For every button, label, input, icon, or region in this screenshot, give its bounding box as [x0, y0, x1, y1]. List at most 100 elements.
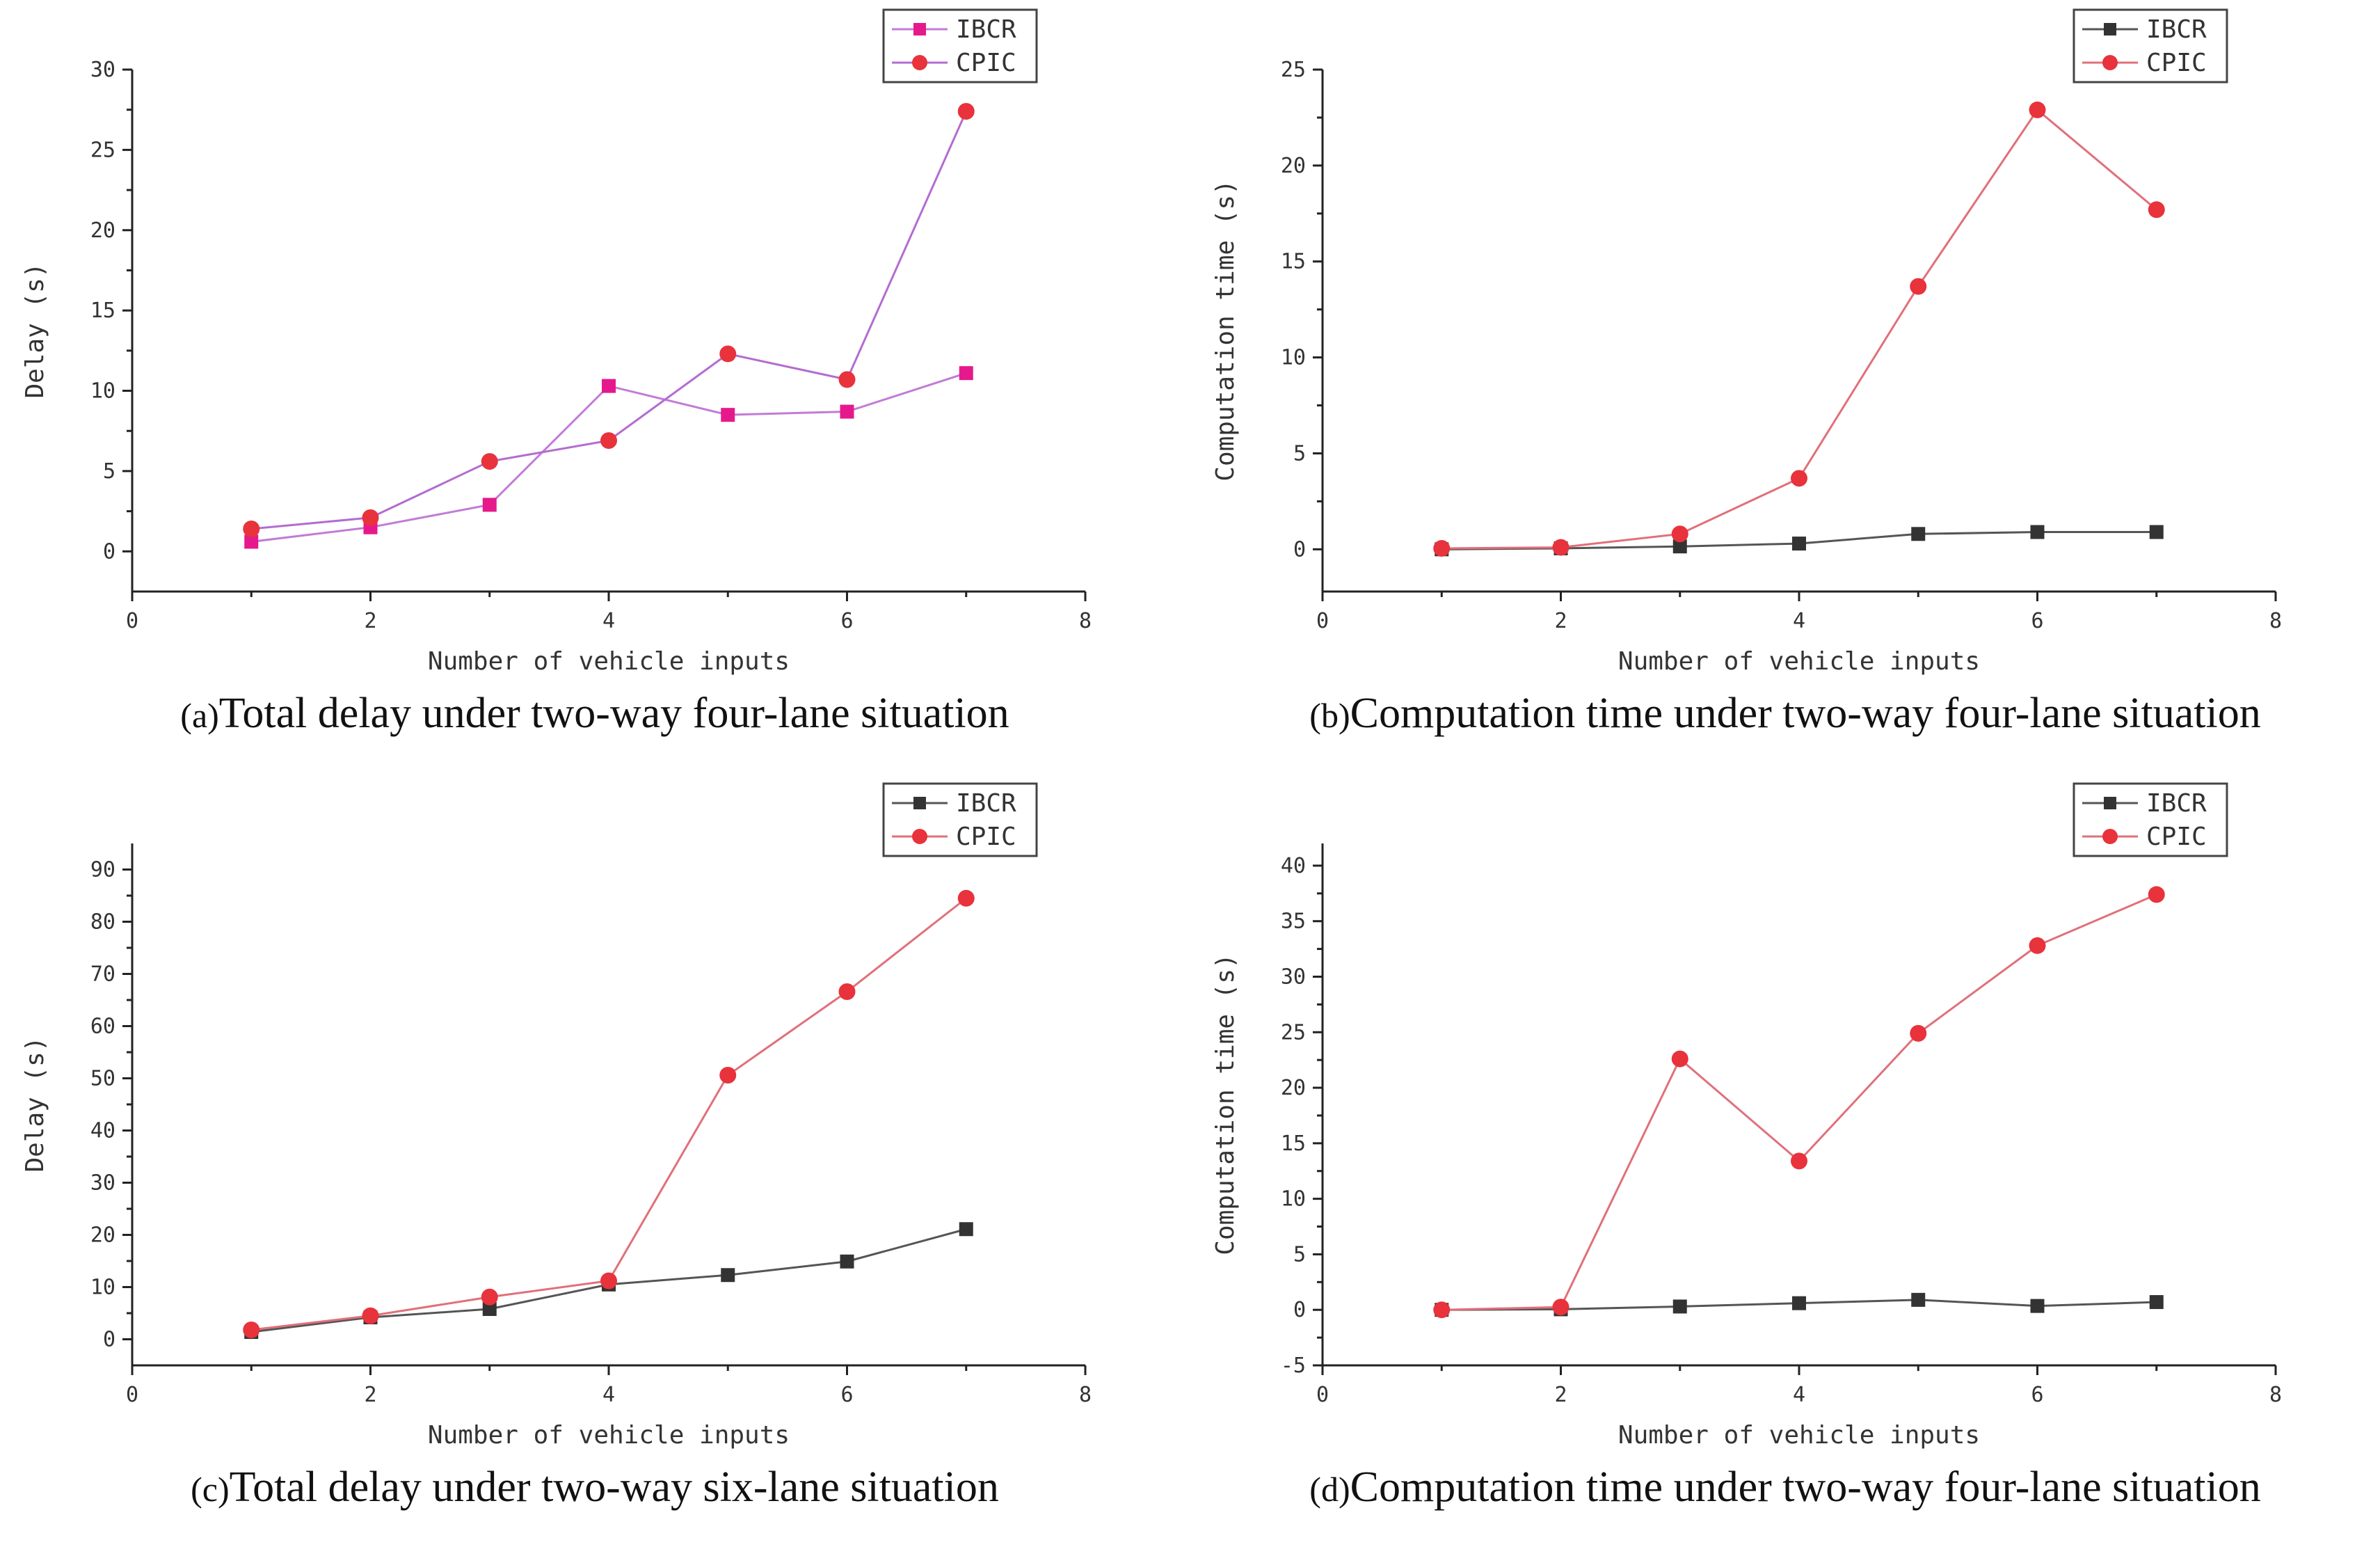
- y-tick-label: 25: [1281, 58, 1306, 82]
- legend-marker-ibcr: [913, 23, 926, 35]
- x-axis-title: Number of vehicle inputs: [428, 1421, 790, 1450]
- y-axis-title: Delay (s): [21, 262, 49, 398]
- data-point-cpic: [1791, 470, 1807, 487]
- x-tick-label: 4: [602, 609, 615, 633]
- data-point-ibcr: [1792, 537, 1806, 551]
- data-point-ibcr: [2030, 1299, 2045, 1313]
- x-tick-label: 0: [1316, 1383, 1329, 1407]
- y-tick-label: 0: [103, 539, 115, 564]
- x-tick-label: 0: [126, 609, 138, 633]
- data-point-cpic: [2029, 101, 2046, 118]
- y-tick-label: 25: [90, 138, 115, 162]
- x-tick-label: 6: [840, 1383, 853, 1407]
- legend-label-ibcr: IBCR: [956, 789, 1016, 818]
- data-point-ibcr: [482, 1302, 497, 1316]
- x-tick-label: 4: [1793, 1383, 1805, 1407]
- legend: IBCR CPIC: [882, 8, 1038, 84]
- y-tick-label: 40: [90, 1119, 115, 1143]
- x-tick-label: 0: [1316, 609, 1329, 633]
- data-point-cpic: [1910, 1024, 1927, 1042]
- y-tick-label: 10: [90, 379, 115, 404]
- y-tick-label: 0: [1293, 1298, 1306, 1322]
- data-point-cpic: [481, 453, 498, 470]
- data-point-cpic: [957, 889, 975, 907]
- legend-label-ibcr: IBCR: [956, 15, 1016, 44]
- y-tick-label: 35: [1281, 910, 1306, 934]
- y-axis-title: Computation time (s): [1211, 180, 1240, 481]
- legend-box: [882, 782, 1038, 857]
- x-tick-label: 2: [364, 1383, 376, 1407]
- legend-box: [2072, 8, 2228, 84]
- legend-marker-cpic: [912, 829, 927, 844]
- legend-label-ibcr: IBCR: [2146, 15, 2207, 44]
- legend-label-cpic: CPIC: [2146, 49, 2207, 77]
- data-point-ibcr: [482, 498, 497, 512]
- y-axis-title: Delay (s): [21, 1036, 49, 1172]
- y-tick-label: 80: [90, 910, 115, 935]
- chart-b: 0 2 4 6 8 0 5 10 15 20 25 Number of vehicle inputs C…: [1211, 8, 2282, 676]
- x-tick-label: 8: [1079, 609, 1092, 633]
- legend-marker-ibcr: [2104, 797, 2116, 809]
- caption-d: (d)Computation time under two-way four-l…: [1190, 1463, 2380, 1512]
- x-tick-label: 8: [2269, 609, 2282, 633]
- legend-label-cpic: CPIC: [956, 823, 1016, 851]
- legend-label-cpic: CPIC: [956, 49, 1016, 77]
- data-point-cpic: [838, 371, 856, 388]
- caption-a-prefix: (a): [180, 696, 219, 735]
- data-point-ibcr: [1911, 527, 1926, 541]
- y-tick-label: 15: [90, 299, 115, 323]
- x-axis-title: Number of vehicle inputs: [1618, 1421, 1980, 1450]
- y-tick-label: 0: [103, 1328, 115, 1352]
- series-line-cpic: [251, 897, 967, 1331]
- y-tick-label: 30: [1281, 965, 1306, 989]
- y-tick-label: 40: [1281, 854, 1306, 878]
- data-point-cpic: [243, 1322, 260, 1338]
- y-axis-title: Computation time (s): [1211, 953, 1240, 1255]
- chart-panel-a: 0 2 4 6 8 0 5 10 15 20 25 30 Number of vehicle input…: [0, 0, 1190, 773]
- y-tick-label: 15: [1281, 1132, 1306, 1156]
- chart-a: 0 2 4 6 8 0 5 10 15 20 25 30 Number of vehicle input…: [21, 8, 1092, 676]
- y-tick-label: 30: [90, 58, 115, 82]
- series-line-ibcr: [251, 372, 967, 543]
- y-tick-label: 20: [90, 219, 115, 243]
- data-point-cpic: [719, 345, 737, 363]
- x-tick-label: 6: [2031, 609, 2043, 633]
- legend-label-ibcr: IBCR: [2146, 789, 2207, 818]
- x-tick-label: 2: [1554, 1383, 1567, 1407]
- data-point-ibcr: [721, 1268, 735, 1283]
- chart-panel-d: 0 2 4 6 8 -5 0 5 10 15 20 25 30 35 40 Number of vehicle…: [1190, 774, 2380, 1547]
- data-point-ibcr: [2030, 525, 2045, 539]
- data-point-cpic: [1552, 539, 1570, 556]
- data-point-cpic: [957, 103, 975, 120]
- legend-marker-ibcr: [913, 797, 926, 809]
- caption-d-prefix: (d): [1309, 1470, 1350, 1509]
- caption-c-text: Total delay under two-way six-lane situa…: [229, 1463, 999, 1511]
- x-tick-label: 6: [840, 609, 853, 633]
- data-point-cpic: [1552, 1299, 1570, 1316]
- y-tick-label: 20: [1281, 154, 1306, 178]
- caption-c: (c)Total delay under two-way six-lane si…: [0, 1463, 1190, 1512]
- data-point-cpic: [362, 509, 379, 526]
- data-point-ibcr: [959, 1222, 973, 1237]
- caption-b: (b)Computation time under two-way four-l…: [1190, 689, 2380, 738]
- data-point-cpic: [1433, 539, 1451, 557]
- y-tick-label: 5: [1293, 1242, 1306, 1267]
- data-point-ibcr: [840, 404, 854, 419]
- data-point-cpic: [243, 521, 260, 537]
- y-tick-label: 70: [90, 962, 115, 987]
- data-point-ibcr: [959, 366, 973, 381]
- chart-panel-b: 0 2 4 6 8 0 5 10 15 20 25 Number of vehicle inputs C…: [1190, 0, 2380, 773]
- data-point-cpic: [2148, 201, 2165, 219]
- x-tick-label: 0: [126, 1383, 138, 1407]
- x-tick-label: 8: [2269, 1383, 2282, 1407]
- data-point-ibcr: [1792, 1296, 1806, 1310]
- data-point-cpic: [1671, 525, 1688, 543]
- chart-d: 0 2 4 6 8 -5 0 5 10 15 20 25 30 35 40 Number of vehicle…: [1211, 782, 2282, 1450]
- x-axis-title: Number of vehicle inputs: [428, 647, 790, 676]
- data-point-ibcr: [1911, 1292, 1926, 1307]
- legend-marker-cpic: [912, 55, 927, 70]
- y-tick-label: 5: [1293, 441, 1306, 466]
- data-point-ibcr: [244, 534, 259, 549]
